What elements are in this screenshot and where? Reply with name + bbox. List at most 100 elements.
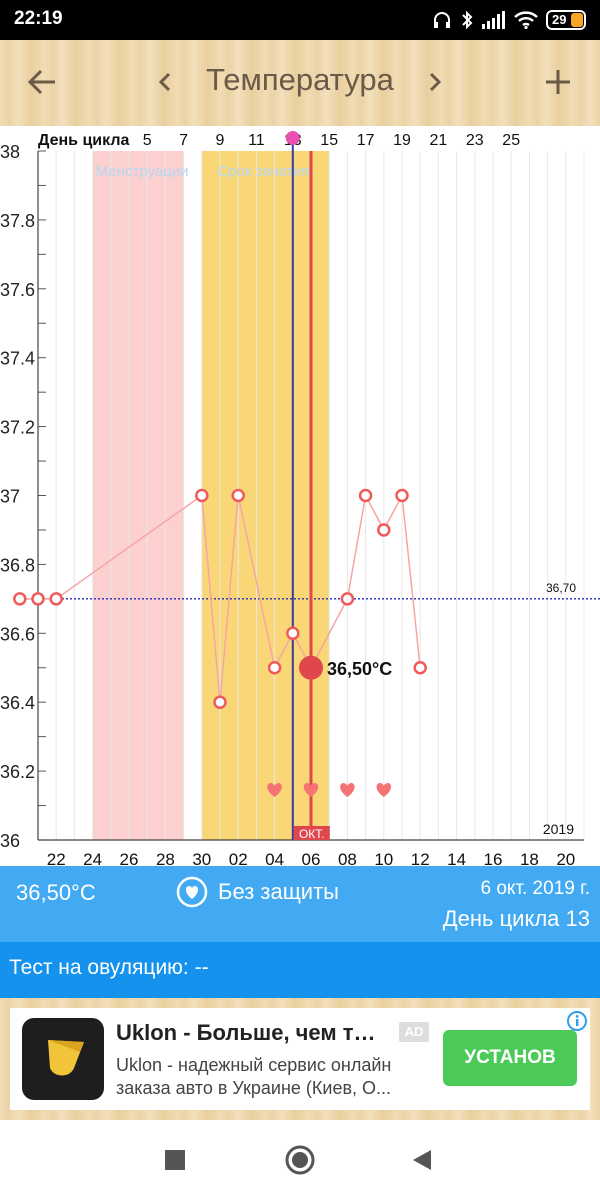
y-tick-label: 36 [0, 831, 20, 851]
cycle-day-tick: 9 [216, 132, 225, 149]
temperature-point[interactable] [377, 523, 391, 537]
back-button[interactable] [16, 54, 68, 110]
y-tick-label: 37 [0, 487, 20, 507]
intercourse-heart-icon[interactable] [303, 783, 319, 797]
date-tick-label: 04 [265, 850, 284, 866]
temperature-chart-area[interactable]: Менструации Срок зачатия 38 37.8 37.6 37.4 37.… [0, 126, 600, 866]
date-tick-label: 02 [229, 850, 248, 866]
cycle-day-tick: 19 [393, 132, 411, 149]
date-tick-label: 18 [520, 850, 539, 866]
ad-app-logo[interactable] [22, 1018, 104, 1100]
back-triangle-icon [413, 1150, 431, 1170]
temperature-point[interactable] [340, 592, 355, 606]
chart-band-1 [201, 151, 330, 840]
y-tick-label: 37.6 [0, 280, 35, 300]
selected-temperature-point[interactable] [299, 655, 323, 680]
temperature-point[interactable] [13, 592, 27, 606]
cycle-day-tick: 21 [430, 132, 448, 149]
signal-icon [482, 11, 505, 29]
headphones-icon [434, 12, 450, 28]
temperature-point[interactable] [31, 592, 45, 606]
temperature-point[interactable] [231, 488, 245, 503]
selected-date: 6 окт. 2019 г. [480, 878, 590, 899]
y-tick-label: 36.8 [0, 555, 35, 575]
date-tick-label: 06 [302, 850, 321, 866]
date-tick-label: 24 [83, 850, 102, 866]
band-label-0: Менструации [96, 163, 189, 180]
date-tick-label: 08 [338, 850, 357, 866]
header: Температура [0, 40, 600, 126]
cycle-day-tick: 23 [466, 132, 484, 149]
protection-status[interactable]: Без защиты [176, 876, 339, 908]
page-title: Температура [206, 62, 394, 97]
coverline-label: 36,70 [546, 581, 576, 595]
status-bar: 22:19 29 [0, 0, 600, 40]
ad-area: Uklon - Больше, чем такси AD Uklon - над… [0, 998, 600, 1120]
date-tick-label: 28 [156, 850, 175, 866]
recent-apps-button[interactable] [155, 1140, 195, 1180]
temperature-point[interactable] [213, 695, 227, 709]
month-marker-label: ОКТ. [299, 827, 325, 841]
chevron-right-icon [429, 72, 442, 92]
battery-level: 29 [552, 12, 567, 27]
status-time: 22:19 [14, 8, 63, 29]
info-panel[interactable]: 36,50°C Без защиты 6 окт. 2019 г. День ц… [0, 866, 600, 942]
date-tick-label: 20 [556, 850, 575, 866]
temperature-point[interactable] [395, 488, 409, 503]
date-tick-label: 26 [120, 850, 139, 866]
intercourse-heart-icon[interactable] [340, 783, 355, 797]
chart-band-0 [92, 151, 184, 840]
temperature-point[interactable] [267, 661, 282, 675]
temperature-point[interactable] [195, 488, 209, 503]
selected-cycle-day: День цикла 13 [442, 906, 590, 931]
ovulation-test-panel[interactable]: Тест на овуляцию: -- [0, 942, 600, 998]
y-tick-label: 36.2 [0, 762, 35, 782]
ad-banner[interactable]: Uklon - Больше, чем такси AD Uklon - над… [10, 1008, 590, 1110]
wifi-icon [514, 11, 538, 29]
cycle-day-tick: 25 [502, 132, 520, 149]
recent-apps-icon [165, 1150, 185, 1170]
date-tick-label: 10 [374, 850, 393, 866]
band-label-1: Срок зачатия [217, 163, 309, 180]
cycle-day-tick: 15 [320, 132, 338, 149]
intercourse-heart-icon[interactable] [376, 783, 392, 797]
selected-temperature: 36,50°C [16, 880, 96, 905]
chevron-left-icon [158, 72, 171, 92]
battery-icon: 29 [546, 10, 586, 30]
cycle-day-axis-label: День цикла [38, 132, 129, 149]
temperature-point[interactable] [49, 592, 63, 606]
date-tick-label: 22 [47, 850, 66, 866]
cycle-day-tick: 5 [143, 132, 152, 149]
y-tick-label: 37.8 [0, 211, 35, 231]
y-tick-label: 36.6 [0, 624, 35, 644]
ad-badge: AD [399, 1022, 429, 1042]
arrow-left-icon [27, 69, 55, 95]
ad-description[interactable]: Uklon - надежный сервис онлайн заказа ав… [116, 1055, 392, 1098]
y-tick-label: 38 [0, 142, 20, 162]
ad-title[interactable]: Uklon - Больше, чем такси [116, 1020, 386, 1045]
protection-label: Без защиты [218, 879, 339, 904]
y-tick-label: 37.2 [0, 418, 35, 438]
previous-button[interactable] [150, 54, 180, 110]
intercourse-heart-icon[interactable] [267, 783, 282, 797]
temperature-point[interactable] [286, 626, 300, 641]
ad-info-icon[interactable] [566, 1010, 588, 1032]
status-icons: 29 [432, 7, 586, 33]
temperature-point[interactable] [358, 488, 373, 503]
temperature-chart[interactable]: Менструации Срок зачатия 38 37.8 37.6 37.4 37.… [0, 126, 600, 866]
ad-install-button[interactable]: УСТАНОВ [443, 1030, 577, 1086]
add-button[interactable] [532, 54, 584, 110]
back-nav-button[interactable] [402, 1140, 442, 1180]
home-button[interactable] [280, 1140, 320, 1180]
ovulation-test-label: Тест на овуляцию: -- [9, 956, 209, 979]
cycle-day-tick: 17 [357, 132, 375, 149]
ovulation-marker [285, 131, 300, 145]
plus-icon [546, 70, 570, 94]
next-button[interactable] [420, 54, 450, 110]
home-icon [285, 1145, 315, 1175]
heart-circle-icon [176, 876, 208, 908]
date-tick-label: 16 [484, 850, 503, 866]
temperature-point[interactable] [413, 661, 427, 675]
cycle-day-tick: 7 [179, 132, 188, 149]
year-label: 2019 [543, 821, 574, 837]
